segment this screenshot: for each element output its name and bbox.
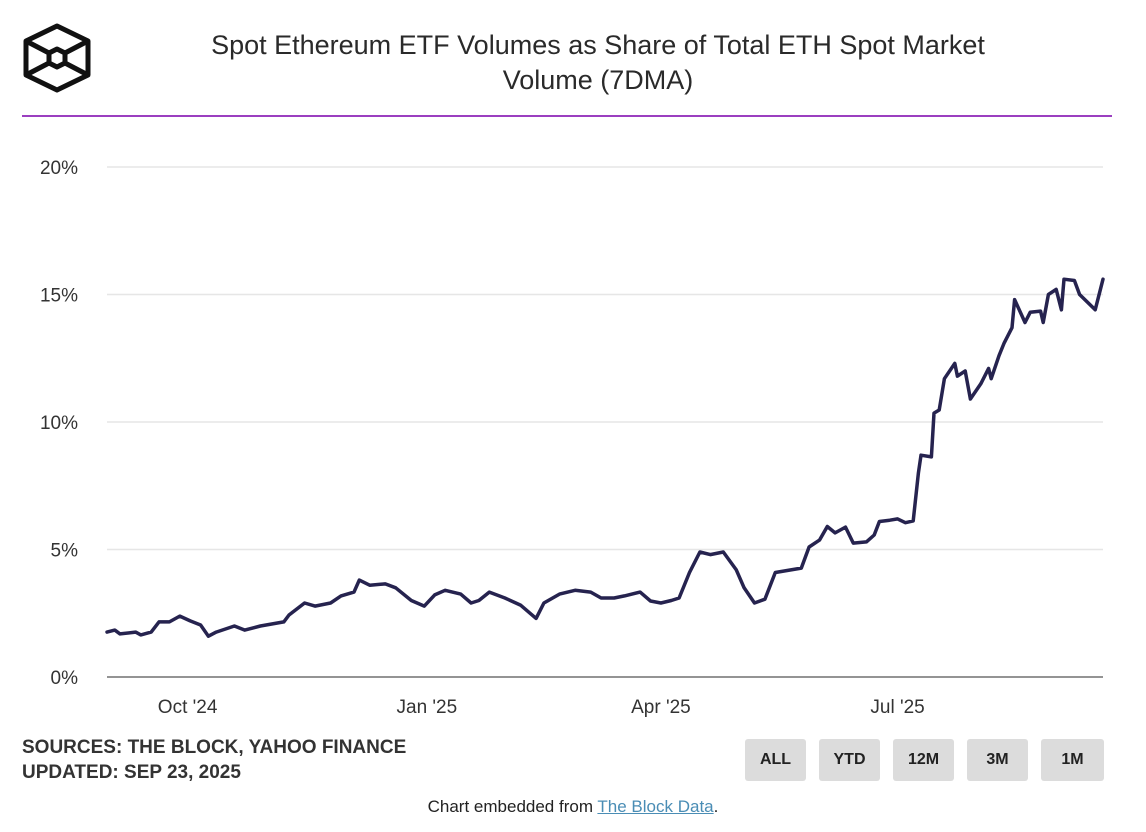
updated-text: UPDATED: SEP 23, 2025 — [22, 762, 241, 783]
y-tick-label: 15% — [40, 286, 78, 307]
y-tick-label: 5% — [51, 541, 79, 562]
x-tick-label: Oct '24 — [158, 697, 218, 718]
title-line-2: Volume (7DMA) — [502, 65, 694, 95]
embed-prefix: Chart embedded from — [427, 797, 598, 816]
embed-suffix: . — [713, 797, 719, 816]
x-tick-label: Apr '25 — [631, 697, 691, 718]
y-tick-label: 10% — [40, 413, 78, 434]
x-tick-label: Jul '25 — [870, 697, 924, 718]
y-tick-label: 0% — [51, 668, 79, 689]
title-line-1: Spot Ethereum ETF Volumes as Share of To… — [211, 30, 985, 60]
title-divider — [22, 115, 1112, 117]
range-button-12m[interactable]: 12M — [893, 739, 954, 781]
the-block-logo — [23, 23, 91, 93]
range-button-all[interactable]: ALL — [745, 739, 806, 781]
the-block-data-link[interactable]: The Block Data — [597, 797, 714, 816]
line-chart: 0% 5% 10% 15% 20% Oct '24 Jan '25 Apr '25 Jul '2… — [40, 158, 1105, 718]
range-button-ytd[interactable]: YTD — [819, 739, 880, 781]
sources-text: SOURCES: THE BLOCK, YAHOO FINANCE — [22, 737, 407, 758]
series-line — [105, 277, 1105, 638]
chart-title: Spot Ethereum ETF Volumes as Share of To… — [120, 28, 1076, 98]
y-tick-label: 20% — [40, 158, 78, 179]
range-button-1m[interactable]: 1M — [1041, 739, 1104, 781]
range-button-3m[interactable]: 3M — [967, 739, 1028, 781]
embed-note: Chart embedded from The Block Data. — [0, 797, 1146, 817]
x-tick-label: Jan '25 — [397, 697, 458, 718]
